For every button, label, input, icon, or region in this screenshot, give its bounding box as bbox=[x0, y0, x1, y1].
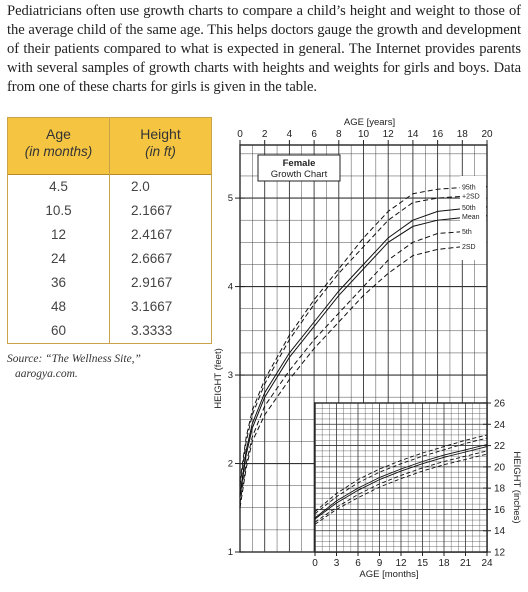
inset-x-tick-label: 18 bbox=[438, 558, 450, 569]
inset-curve-mean bbox=[314, 446, 488, 520]
height-cell: 2.0 bbox=[131, 179, 150, 194]
x-top-tick-label: 16 bbox=[432, 129, 444, 140]
inset-x-tick-label: 6 bbox=[355, 558, 361, 569]
inset-y-tick-label: 16 bbox=[494, 505, 506, 516]
age-header-unit: (in months) bbox=[24, 144, 93, 159]
height-column-header: Height (in ft) bbox=[110, 125, 211, 161]
inset-curve-50th bbox=[314, 444, 488, 519]
source-url: aarogya.com. bbox=[15, 368, 78, 380]
x-top-tick-label: 12 bbox=[383, 129, 395, 140]
table-row: 10.5 2.1667 bbox=[8, 199, 211, 223]
inset-x-tick-label: 15 bbox=[417, 558, 429, 569]
y-left-tick-label: 1 bbox=[228, 547, 233, 558]
percentile-label: 2SD bbox=[462, 244, 476, 251]
age-cell: 24 bbox=[50, 251, 67, 266]
table-row: 36 2.9167 bbox=[8, 271, 211, 295]
percentile-label: Mean bbox=[462, 214, 480, 221]
x-top-tick-label: 2 bbox=[262, 129, 268, 140]
table-row: 4.5 2.0 bbox=[8, 175, 211, 199]
y-left-axis-title: HEIGHT (feet) bbox=[213, 348, 224, 409]
inset-y-tick-label: 18 bbox=[494, 484, 506, 495]
growth-curve-95th bbox=[239, 186, 488, 482]
inset-curve-2sd bbox=[314, 437, 488, 515]
inset-curve-95th bbox=[314, 434, 488, 512]
percentile-label-backdrop bbox=[460, 175, 486, 261]
x-top-axis-title: AGE [years] bbox=[344, 117, 395, 128]
height-cell: 2.1667 bbox=[131, 203, 173, 218]
height-cell: 2.4167 bbox=[131, 227, 173, 242]
y-left-tick-label: 4 bbox=[228, 282, 233, 293]
growth-curve-mean bbox=[239, 215, 488, 498]
growth-data-table: Age (in months) Height (in ft) 4.5 2.0 10… bbox=[7, 117, 212, 344]
age-cell: 48 bbox=[50, 299, 67, 314]
height-header-label: Height bbox=[140, 126, 181, 142]
inset-x-axis-title: AGE [months] bbox=[359, 569, 418, 580]
age-header-label: Age bbox=[46, 126, 71, 142]
age-cell: 36 bbox=[50, 275, 67, 290]
age-cell: 4.5 bbox=[49, 179, 68, 194]
growth-curve-5th bbox=[239, 230, 488, 504]
inset-x-tick-label: 0 bbox=[312, 558, 318, 569]
age-cell: 10.5 bbox=[45, 203, 72, 218]
column-divider bbox=[109, 118, 110, 343]
inset-y-axis-title: HEIGHT (inches) bbox=[511, 451, 522, 523]
table-body: 4.5 2.0 10.5 2.1667 12 2.4167 24 2.6667 36 2.… bbox=[8, 175, 211, 343]
growth-curve-2sd bbox=[239, 245, 488, 508]
inset-y-tick-label: 22 bbox=[494, 441, 506, 452]
inset-y-tick-label: 24 bbox=[494, 420, 506, 431]
inset-y-tick-label: 12 bbox=[494, 548, 506, 559]
height-header-unit: (in ft) bbox=[145, 144, 176, 159]
x-top-tick-label: 18 bbox=[457, 129, 469, 140]
inset-y-tick-label: 26 bbox=[494, 399, 506, 410]
inset-x-tick-label: 9 bbox=[377, 558, 383, 569]
intro-paragraph: Pediatricians often use growth charts to… bbox=[7, 3, 521, 95]
y-left-tick-label: 3 bbox=[228, 370, 233, 381]
inset-x-tick-label: 12 bbox=[395, 558, 407, 569]
height-cell: 3.3333 bbox=[131, 323, 173, 338]
table-row: 12 2.4167 bbox=[8, 223, 211, 247]
table-row: 24 2.6667 bbox=[8, 247, 211, 271]
x-top-tick-label: 20 bbox=[481, 129, 493, 140]
chart-title-line1: Female bbox=[283, 158, 316, 169]
inset-y-tick-label: 20 bbox=[494, 462, 506, 473]
x-top-tick-label: 0 bbox=[237, 129, 243, 140]
age-cell: 60 bbox=[50, 323, 67, 338]
inset-y-tick-label: 14 bbox=[494, 526, 506, 537]
age-cell: 12 bbox=[50, 227, 67, 242]
percentile-label: 95th bbox=[462, 185, 476, 192]
age-column-header: Age (in months) bbox=[8, 125, 109, 161]
x-top-tick-label: 8 bbox=[336, 129, 342, 140]
height-cell: 2.6667 bbox=[131, 251, 173, 266]
growth-curve-50th bbox=[239, 206, 488, 495]
inset-x-tick-label: 21 bbox=[460, 558, 472, 569]
inset-curve-2sd bbox=[314, 453, 488, 525]
source-line: Source: “The Wellness Site,” bbox=[7, 353, 141, 365]
table-row: 48 3.1667 bbox=[8, 295, 211, 319]
table-row: 60 3.3333 bbox=[8, 319, 211, 343]
x-top-tick-label: 4 bbox=[287, 129, 293, 140]
percentile-label: +2SD bbox=[462, 193, 480, 200]
percentile-label: 5th bbox=[462, 229, 472, 236]
y-left-tick-label: 5 bbox=[228, 193, 233, 204]
source-citation: Source: “The Wellness Site,” aarogya.com… bbox=[7, 352, 207, 382]
y-left-tick-label: 2 bbox=[228, 459, 233, 470]
chart-title-box bbox=[257, 154, 341, 182]
inset-x-tick-label: 3 bbox=[334, 558, 340, 569]
x-top-tick-label: 14 bbox=[407, 129, 419, 140]
inset-x-tick-label: 24 bbox=[481, 558, 493, 569]
x-top-tick-label: 6 bbox=[311, 129, 317, 140]
height-cell: 3.1667 bbox=[131, 299, 173, 314]
height-cell: 2.9167 bbox=[131, 275, 173, 290]
chart-title-line2: Growth Chart bbox=[271, 169, 328, 180]
percentile-label: 50th bbox=[462, 205, 476, 212]
inset-curve-5th bbox=[314, 450, 488, 523]
x-top-tick-label: 10 bbox=[358, 129, 370, 140]
